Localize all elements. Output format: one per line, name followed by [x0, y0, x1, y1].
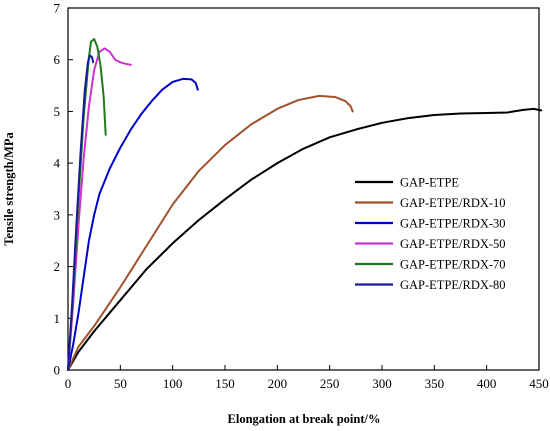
x-tick-label: 250	[320, 376, 340, 391]
series-line-gap-etpe-rdx-50	[67, 47, 132, 371]
y-tick-label: 1	[54, 311, 61, 326]
x-tick-label: 400	[477, 376, 497, 391]
x-axis-label: Elongation at break point/%	[228, 412, 381, 426]
x-tick-label: 350	[425, 376, 445, 391]
y-tick-label: 4	[54, 156, 61, 171]
x-tick-label: 150	[215, 376, 235, 391]
legend: GAP-ETPE GAP-ETPE/RDX-10 GAP-ETPE/RDX-30 GA…	[355, 176, 506, 292]
y-tick-label: 7	[54, 1, 61, 16]
y-tick-label: 2	[54, 259, 61, 274]
x-tick-label: 200	[268, 376, 288, 391]
x-tick-label: 300	[372, 376, 392, 391]
legend-label: GAP-ETPE/RDX-70	[400, 258, 506, 272]
legend-label: GAP-ETPE/RDX-50	[400, 237, 506, 251]
series-line-gap-etpe-rdx-10	[67, 94, 354, 371]
legend-label: GAP-ETPE/RDX-30	[400, 217, 506, 231]
series-line-gap-etpe	[67, 107, 543, 371]
y-ticks: 0 1 2 3 4 5 6 7	[54, 1, 73, 378]
series-line-gap-etpe-rdx-70	[67, 38, 107, 371]
series-line-gap-etpe-rdx-80	[67, 54, 95, 371]
x-tick-label: 0	[65, 376, 72, 391]
x-tick-label: 100	[163, 376, 183, 391]
y-tick-label: 0	[54, 363, 61, 378]
x-tick-label: 50	[114, 376, 127, 391]
series-line-gap-etpe-rdx-30	[67, 77, 199, 371]
y-tick-label: 3	[54, 207, 61, 222]
series-layer	[67, 38, 543, 371]
legend-label: GAP-ETPE/RDX-10	[400, 196, 506, 210]
legend-label: GAP-ETPE/RDX-80	[400, 278, 506, 292]
y-tick-label: 5	[54, 104, 61, 119]
y-axis-label: Tensile strength/MPa	[2, 131, 16, 245]
plot-frame	[67, 7, 540, 371]
x-ticks: 0 50 100 150 200 250 300 350 400 450	[65, 365, 549, 391]
x-tick-label: 450	[529, 376, 549, 391]
legend-label: GAP-ETPE	[400, 176, 459, 190]
y-tick-label: 6	[54, 52, 61, 67]
